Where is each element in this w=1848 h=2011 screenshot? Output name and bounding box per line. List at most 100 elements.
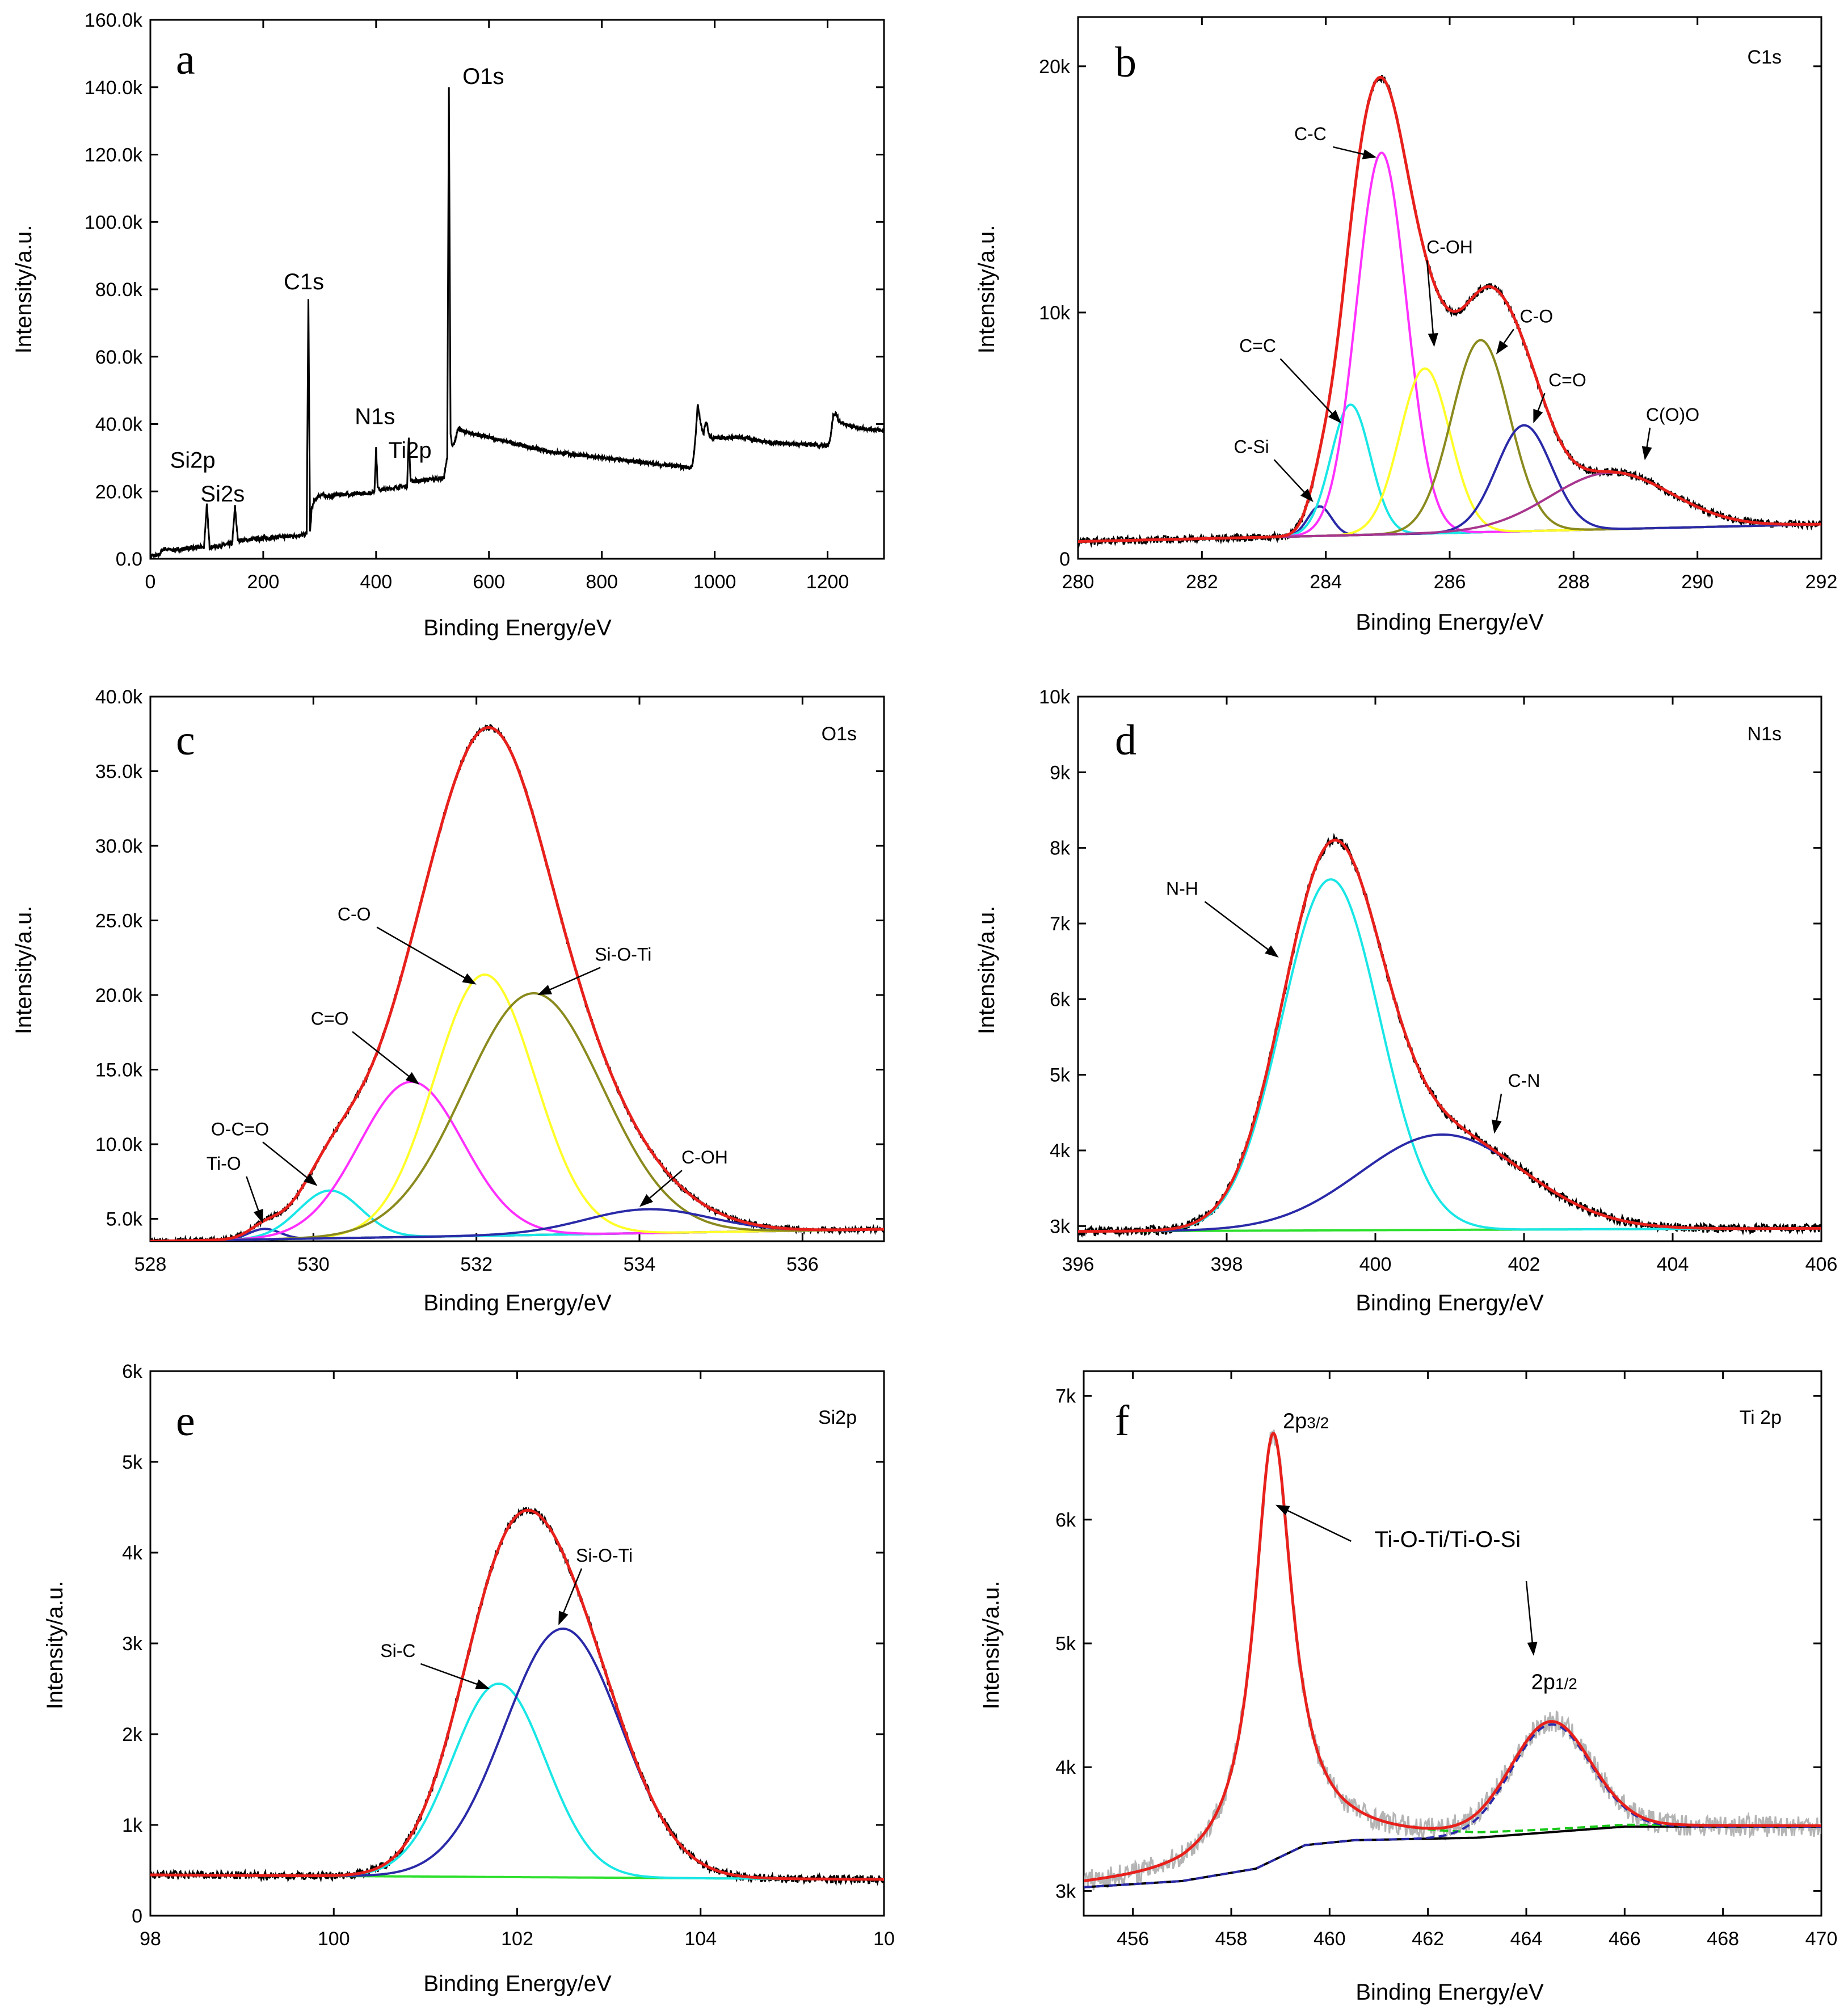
annotation-arrow-line: [1279, 358, 1336, 418]
component-annotation: C(O)O: [1646, 404, 1699, 425]
y-tick-label: 15.0k: [95, 1060, 143, 1081]
annotation-arrowhead: [1491, 1119, 1502, 1134]
y-tick-label: 3k: [1055, 1881, 1076, 1902]
panel-e-letter: e: [176, 1397, 195, 1445]
panel-c-plot-area: [150, 723, 884, 1241]
y-tick-label: 40.0k: [95, 414, 143, 436]
panel-d-frame: [1077, 695, 1822, 1242]
y-tick-label: 4k: [122, 1542, 143, 1564]
y-tick-label: 6k: [1050, 989, 1071, 1010]
y-tick-label: 1k: [122, 1815, 143, 1836]
panel-e-plot-area: [150, 1506, 884, 1886]
annotation-arrowhead: [1276, 1504, 1290, 1516]
x-tick-label: 396: [1062, 1254, 1095, 1275]
panel-c-y-axis-label: Intensity/a.u.: [11, 906, 36, 1035]
y-tick-label: 25.0k: [95, 910, 143, 932]
y-tick-label: 10k: [1039, 686, 1071, 708]
annotation-arrow-line: [352, 1031, 413, 1080]
panel-b-title: C1s: [1748, 47, 1782, 68]
fit-component-Si-C: [150, 1683, 884, 1881]
panel-f-title: Ti 2p: [1740, 1407, 1782, 1428]
x-tick-label: 400: [360, 571, 392, 593]
raw-data-line: [150, 723, 884, 1241]
annotation-arrowhead: [1265, 945, 1279, 958]
x-tick-label: 460: [1314, 1928, 1346, 1950]
annotation-arrowhead: [1362, 149, 1377, 159]
fit-envelope: [1078, 75, 1821, 543]
y-tick-label: 9k: [1050, 762, 1071, 783]
y-tick-label: 30.0k: [95, 836, 143, 857]
annotation-arrow-line: [376, 926, 469, 981]
y-tick-label: 5.0k: [106, 1209, 143, 1230]
annotation-arrow-line: [420, 1663, 482, 1687]
y-tick-label: 0: [1059, 549, 1070, 570]
annotation-arrow-line: [1204, 901, 1272, 953]
y-tick-label: 20k: [1039, 56, 1071, 78]
fit-component-C-N: [1078, 1133, 1821, 1233]
x-tick-label: 530: [297, 1254, 330, 1275]
y-tick-label: 140.0k: [85, 77, 143, 99]
x-tick-label: 600: [473, 571, 505, 593]
component-annotation: Ti-O-Ti/Ti-O-Si: [1374, 1527, 1521, 1552]
annotation-arrow-line: [262, 1141, 311, 1181]
x-tick-label: 456: [1117, 1928, 1149, 1950]
annotation-arrow-line: [1333, 146, 1368, 156]
panel-f-ti2p-spectrum: f Ti 2p Binding Energy/eV Intensity/a.u.…: [979, 1370, 1837, 2005]
annotation-arrowhead: [537, 985, 553, 996]
peak-label-main: 2p: [1283, 1409, 1307, 1433]
panel-e-si2p-spectrum: e Si2p Binding Energy/eV Intensity/a.u. …: [43, 1361, 895, 1996]
annotation-arrowhead: [462, 973, 477, 985]
annotation-arrow-line: [1525, 1580, 1534, 1647]
component-annotation: Si-C: [380, 1641, 415, 1661]
annotation-arrowhead: [475, 1679, 490, 1689]
component-annotation: N-H: [1166, 878, 1198, 899]
x-tick-label: 404: [1657, 1254, 1689, 1275]
component-annotation: Ti-O: [207, 1153, 241, 1174]
panel-a-y-axis-label: Intensity/a.u.: [11, 225, 36, 354]
y-tick-label: 35.0k: [95, 761, 143, 783]
x-tick-label: 100: [318, 1928, 350, 1950]
x-tick-label: 282: [1186, 571, 1218, 593]
component-annotation: C=O: [311, 1009, 349, 1029]
fit-component-C-C: [1078, 151, 1821, 543]
component-annotation: Si-O-Ti: [595, 945, 651, 965]
y-tick-label: 100.0k: [85, 212, 143, 233]
panel-b-frame: [1077, 16, 1822, 560]
panel-d-x-axis-label: Binding Energy/eV: [1356, 1291, 1544, 1316]
x-tick-label: 284: [1310, 571, 1342, 593]
panel-f-y-axis-label: Intensity/a.u.: [979, 1581, 1004, 1710]
y-tick-label: 20.0k: [95, 985, 143, 1006]
y-tick-label: 4k: [1055, 1757, 1076, 1778]
fit-component-Si-O-Ti: [150, 992, 884, 1241]
x-tick-label: 1000: [693, 571, 736, 593]
x-tick-label: 280: [1062, 571, 1095, 593]
panel-d-plot-area: [1078, 833, 1821, 1238]
x-tick-label: 462: [1412, 1928, 1444, 1950]
peak-label-main: 2p: [1531, 1671, 1555, 1694]
y-tick-label: 5k: [122, 1452, 143, 1473]
panel-f-x-axis-label: Binding Energy/eV: [1356, 1980, 1544, 2005]
annotation-arrow-line: [545, 967, 601, 992]
panel-e-title: Si2p: [818, 1407, 857, 1428]
x-tick-label: 98: [140, 1928, 161, 1950]
panel-d-y-axis-label: Intensity/a.u.: [974, 906, 999, 1035]
annotation-arrow-line: [1273, 459, 1308, 496]
component-annotation: C-O: [1520, 306, 1554, 326]
x-tick-label: 0: [145, 571, 156, 593]
annotation-arrow-line: [646, 1170, 683, 1202]
panel-f-letter: f: [1115, 1397, 1130, 1445]
annotation-arrowhead: [1328, 410, 1341, 424]
y-tick-label: 8k: [1050, 838, 1071, 859]
annotation-arrowhead: [405, 1072, 420, 1085]
y-tick-label: 10.0k: [95, 1134, 143, 1156]
x-tick-label: 468: [1707, 1928, 1739, 1950]
y-tick-label: 2k: [122, 1724, 143, 1746]
panel-e-frame: [149, 1370, 885, 1917]
fit-envelope: [150, 726, 884, 1241]
component-annotation: C-N: [1508, 1070, 1540, 1091]
x-tick-label: 398: [1211, 1254, 1243, 1275]
annotation-arrowhead: [639, 1194, 654, 1207]
annotation-arrowhead: [1641, 446, 1652, 461]
peak-label-subscript: 3/2: [1307, 1414, 1329, 1431]
raw-data-line: [1084, 1430, 1821, 1891]
